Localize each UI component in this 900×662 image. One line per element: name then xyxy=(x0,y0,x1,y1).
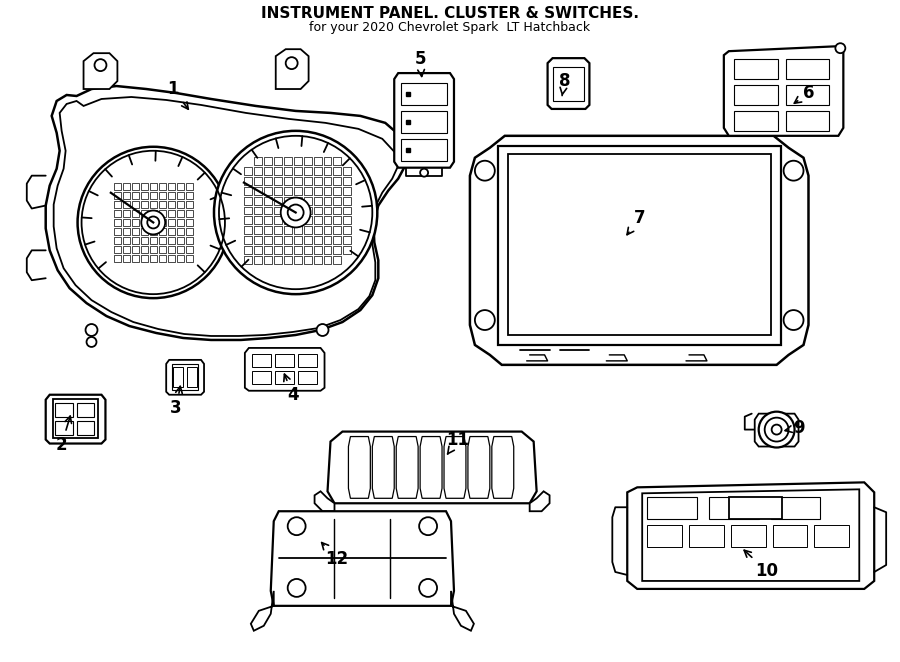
Text: 5: 5 xyxy=(414,50,426,76)
Polygon shape xyxy=(55,402,73,416)
Circle shape xyxy=(784,161,804,181)
Polygon shape xyxy=(187,367,197,387)
Polygon shape xyxy=(786,85,830,105)
Polygon shape xyxy=(470,136,808,365)
Text: for your 2020 Chevrolet Spark  LT Hatchback: for your 2020 Chevrolet Spark LT Hatchba… xyxy=(310,21,590,34)
Circle shape xyxy=(288,205,303,220)
Polygon shape xyxy=(814,525,850,547)
Polygon shape xyxy=(275,49,309,89)
Polygon shape xyxy=(468,436,490,498)
Polygon shape xyxy=(166,360,204,395)
Circle shape xyxy=(765,418,788,442)
Text: 8: 8 xyxy=(559,72,571,95)
Circle shape xyxy=(288,579,306,597)
Text: 3: 3 xyxy=(170,387,183,416)
Polygon shape xyxy=(251,591,274,631)
Polygon shape xyxy=(173,367,183,387)
Polygon shape xyxy=(530,491,550,511)
Circle shape xyxy=(475,161,495,181)
Polygon shape xyxy=(724,46,843,136)
Polygon shape xyxy=(394,73,454,167)
Polygon shape xyxy=(76,402,94,416)
Text: 1: 1 xyxy=(167,80,188,109)
Polygon shape xyxy=(491,436,514,498)
Text: 6: 6 xyxy=(795,84,815,103)
Polygon shape xyxy=(689,525,724,547)
Circle shape xyxy=(475,310,495,330)
Polygon shape xyxy=(444,436,466,498)
Text: 9: 9 xyxy=(785,418,805,437)
Polygon shape xyxy=(401,139,447,161)
Polygon shape xyxy=(315,491,335,511)
Polygon shape xyxy=(76,420,94,434)
Circle shape xyxy=(86,324,97,336)
Polygon shape xyxy=(786,111,830,131)
Polygon shape xyxy=(396,436,418,498)
Circle shape xyxy=(285,57,298,69)
Polygon shape xyxy=(547,58,590,109)
Polygon shape xyxy=(348,436,370,498)
Circle shape xyxy=(771,424,781,434)
Text: INSTRUMENT PANEL. CLUSTER & SWITCHES.: INSTRUMENT PANEL. CLUSTER & SWITCHES. xyxy=(261,6,639,21)
Circle shape xyxy=(86,337,96,347)
Circle shape xyxy=(148,216,159,228)
Polygon shape xyxy=(734,111,778,131)
Circle shape xyxy=(281,197,310,228)
Polygon shape xyxy=(274,371,293,384)
Text: 12: 12 xyxy=(321,543,348,568)
Polygon shape xyxy=(770,497,821,519)
Text: 7: 7 xyxy=(627,209,645,234)
Circle shape xyxy=(317,324,328,336)
Polygon shape xyxy=(328,432,536,503)
Polygon shape xyxy=(627,483,874,589)
Polygon shape xyxy=(553,67,584,101)
Text: 10: 10 xyxy=(744,550,778,580)
Circle shape xyxy=(420,169,428,177)
Polygon shape xyxy=(451,591,474,631)
Polygon shape xyxy=(53,399,98,438)
Polygon shape xyxy=(647,497,697,519)
Polygon shape xyxy=(772,525,807,547)
Polygon shape xyxy=(252,354,271,367)
Polygon shape xyxy=(734,59,778,79)
Polygon shape xyxy=(373,436,394,498)
Circle shape xyxy=(784,310,804,330)
Polygon shape xyxy=(420,436,442,498)
Polygon shape xyxy=(508,154,770,335)
Polygon shape xyxy=(245,348,325,391)
Text: 4: 4 xyxy=(284,374,299,404)
Circle shape xyxy=(214,131,377,294)
Polygon shape xyxy=(729,497,781,519)
Circle shape xyxy=(835,43,845,53)
Polygon shape xyxy=(647,525,682,547)
Text: 2: 2 xyxy=(56,416,71,453)
Circle shape xyxy=(419,579,437,597)
Polygon shape xyxy=(498,146,780,345)
Polygon shape xyxy=(271,511,454,606)
Polygon shape xyxy=(298,354,317,367)
Polygon shape xyxy=(731,525,766,547)
Polygon shape xyxy=(172,364,198,390)
Polygon shape xyxy=(401,111,447,133)
Polygon shape xyxy=(252,371,271,384)
Polygon shape xyxy=(734,85,778,105)
Polygon shape xyxy=(84,53,117,89)
Polygon shape xyxy=(274,354,293,367)
Polygon shape xyxy=(643,489,860,581)
Circle shape xyxy=(77,147,229,298)
Polygon shape xyxy=(55,420,73,434)
Polygon shape xyxy=(46,395,105,444)
Polygon shape xyxy=(298,371,317,384)
Text: 11: 11 xyxy=(446,430,470,454)
Polygon shape xyxy=(709,497,759,519)
Circle shape xyxy=(141,211,166,234)
Circle shape xyxy=(759,412,795,448)
Polygon shape xyxy=(786,59,830,79)
Polygon shape xyxy=(755,414,798,446)
Circle shape xyxy=(419,517,437,535)
Polygon shape xyxy=(46,86,409,340)
Circle shape xyxy=(94,59,106,71)
Circle shape xyxy=(288,517,306,535)
Polygon shape xyxy=(401,83,447,105)
